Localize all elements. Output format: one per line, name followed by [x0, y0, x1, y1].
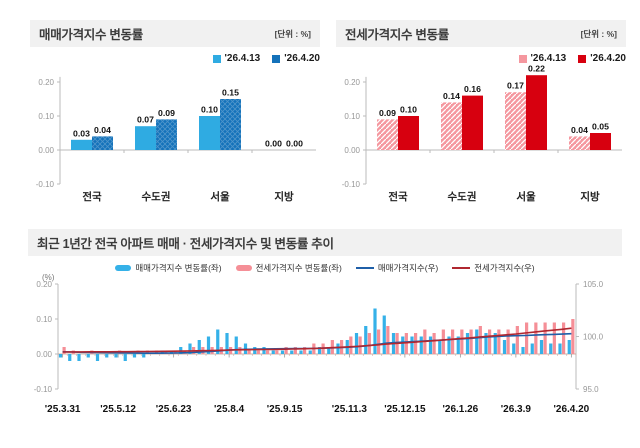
- svg-text:100.0: 100.0: [583, 332, 604, 341]
- legend-item: 매매가격지수(우): [355, 262, 439, 274]
- sales-panel-title: 매매가격지수 변동률: [39, 28, 143, 42]
- svg-text:0.00: 0.00: [344, 146, 360, 155]
- svg-text:0.04: 0.04: [571, 125, 588, 135]
- legend-swatch-jeonse-prev: [518, 54, 527, 63]
- legend-label: 매매가격지수(우): [377, 263, 439, 273]
- svg-text:'25.6.23: '25.6.23: [156, 404, 192, 415]
- svg-text:0.10: 0.10: [344, 112, 360, 121]
- svg-text:'25.9.15: '25.9.15: [267, 404, 303, 415]
- trend-legend: 매매가격지수 변동률(좌) 전세가격지수 변동률(좌) 매매가격지수(우) 전세…: [28, 262, 622, 274]
- jeonse-panel: 전세가격지수 변동률 [단위 : %] '26.4.13 '26.4.20 0.…: [336, 20, 626, 206]
- svg-text:'26.1.26: '26.1.26: [443, 404, 479, 415]
- svg-text:0.17: 0.17: [507, 81, 524, 91]
- legend-label: 전세가격지수 변동률(좌): [255, 263, 342, 273]
- svg-text:서울: 서울: [210, 190, 230, 203]
- svg-text:-0.10: -0.10: [342, 180, 361, 189]
- legend-swatch-jeonse-index-line: [452, 267, 471, 269]
- trend-panel-header: 최근 1년간 전국 아파트 매매 · 전세가격지수 및 변동률 추이: [28, 229, 622, 256]
- svg-text:0.00: 0.00: [38, 146, 54, 155]
- sales-legend: '26.4.13 '26.4.20: [30, 53, 320, 64]
- svg-text:0.16: 0.16: [464, 84, 481, 94]
- sales-bar-chart: 0.20 0.10 0.00 -0.10 0.03 0.04 전국 0.07 0.09 수도권 0.…: [36, 76, 316, 203]
- svg-text:(%): (%): [42, 274, 55, 282]
- legend-label: '26.4.13: [530, 53, 567, 64]
- svg-text:0.04: 0.04: [94, 125, 111, 135]
- svg-text:0.09: 0.09: [379, 108, 396, 118]
- legend-swatch-sales-prev: [212, 54, 221, 63]
- svg-text:-0.10: -0.10: [36, 180, 55, 189]
- legend-swatch-sales-change-bar: [115, 265, 132, 271]
- svg-text:수도권: 수도권: [142, 191, 171, 203]
- legend-item: 매매가격지수 변동률(좌): [115, 262, 222, 274]
- unit-label: [단위 : %]: [580, 28, 617, 39]
- svg-text:0.22: 0.22: [528, 64, 545, 74]
- svg-text:0.20: 0.20: [36, 280, 52, 289]
- svg-text:-0.10: -0.10: [34, 385, 53, 394]
- legend-item: '26.4.13: [212, 53, 261, 64]
- svg-text:'26.4.20: '26.4.20: [554, 404, 590, 415]
- legend-item: '26.4.20: [578, 53, 626, 64]
- svg-text:0.00: 0.00: [265, 139, 282, 149]
- svg-text:전국: 전국: [82, 190, 102, 203]
- trend-panel-title: 최근 1년간 전국 아파트 매매 · 전세가격지수 및 변동률 추이: [37, 237, 334, 251]
- svg-text:'25.8.4: '25.8.4: [214, 404, 245, 415]
- svg-text:0.00: 0.00: [36, 350, 52, 359]
- svg-text:0.15: 0.15: [222, 88, 239, 98]
- legend-label: '26.4.20: [590, 53, 626, 64]
- legend-label: '26.4.13: [224, 53, 261, 64]
- svg-text:'25.3.31: '25.3.31: [45, 404, 81, 415]
- trend-panel: 최근 1년간 전국 아파트 매매 · 전세가격지수 및 변동률 추이 매매가격지…: [28, 229, 622, 419]
- svg-text:0.10: 0.10: [38, 112, 54, 121]
- legend-label: 매매가격지수 변동률(좌): [135, 263, 222, 273]
- jeonse-panel-header: 전세가격지수 변동률 [단위 : %]: [336, 20, 626, 47]
- jeonse-panel-title: 전세가격지수 변동률: [345, 28, 449, 42]
- legend-swatch-sales-index-line: [355, 267, 374, 269]
- svg-text:서울: 서울: [516, 190, 536, 203]
- legend-item: '26.4.13: [518, 53, 567, 64]
- sales-panel-header: 매매가격지수 변동률 [단위 : %]: [30, 20, 320, 47]
- sales-panel: 매매가격지수 변동률 [단위 : %] '26.4.13 '26.4.20 0.…: [30, 20, 320, 206]
- svg-text:'25.11.3: '25.11.3: [332, 404, 368, 415]
- svg-text:0.20: 0.20: [344, 78, 360, 87]
- svg-text:0.05: 0.05: [592, 122, 609, 132]
- legend-label: '26.4.20: [284, 53, 320, 64]
- svg-text:수도권: 수도권: [448, 191, 477, 203]
- svg-text:'25.12.15: '25.12.15: [384, 404, 426, 415]
- jeonse-legend: '26.4.13 '26.4.20: [336, 53, 626, 64]
- svg-text:105.0: 105.0: [583, 280, 604, 289]
- svg-text:'25.5.12: '25.5.12: [100, 404, 136, 415]
- svg-text:'26.3.9: '26.3.9: [501, 404, 532, 415]
- legend-item: '26.4.20: [272, 53, 320, 64]
- svg-text:지방: 지방: [580, 190, 600, 203]
- svg-text:0.09: 0.09: [158, 108, 175, 118]
- svg-text:0.10: 0.10: [36, 315, 52, 324]
- svg-text:전국: 전국: [388, 190, 408, 203]
- svg-text:0.20: 0.20: [38, 78, 54, 87]
- svg-text:0.10: 0.10: [201, 105, 218, 115]
- svg-text:95.0: 95.0: [583, 385, 599, 394]
- svg-text:0.10: 0.10: [400, 105, 417, 115]
- jeonse-bar-chart: 0.20 0.10 0.00 -0.10 0.09 0.10 전국 0.14 0.16 수도권 0.…: [342, 64, 622, 203]
- legend-label: 전세가격지수(우): [474, 263, 535, 273]
- legend-swatch-sales-curr: [272, 54, 281, 63]
- svg-text:0.03: 0.03: [73, 128, 90, 138]
- legend-item: 전세가격지수 변동률(좌): [235, 262, 342, 274]
- svg-text:지방: 지방: [274, 190, 294, 203]
- unit-label: [단위 : %]: [274, 28, 311, 39]
- svg-text:0.00: 0.00: [286, 139, 303, 149]
- svg-text:0.14: 0.14: [443, 91, 460, 101]
- svg-text:0.07: 0.07: [137, 115, 154, 125]
- legend-swatch-jeonse-change-bar: [235, 265, 252, 271]
- legend-item: 전세가격지수(우): [452, 262, 535, 274]
- legend-swatch-jeonse-curr: [578, 54, 587, 63]
- trend-combo-chart: (%)0.20 0.10 0.00 -0.10 105.0 100.0 95.0 '25.3.…: [34, 274, 604, 415]
